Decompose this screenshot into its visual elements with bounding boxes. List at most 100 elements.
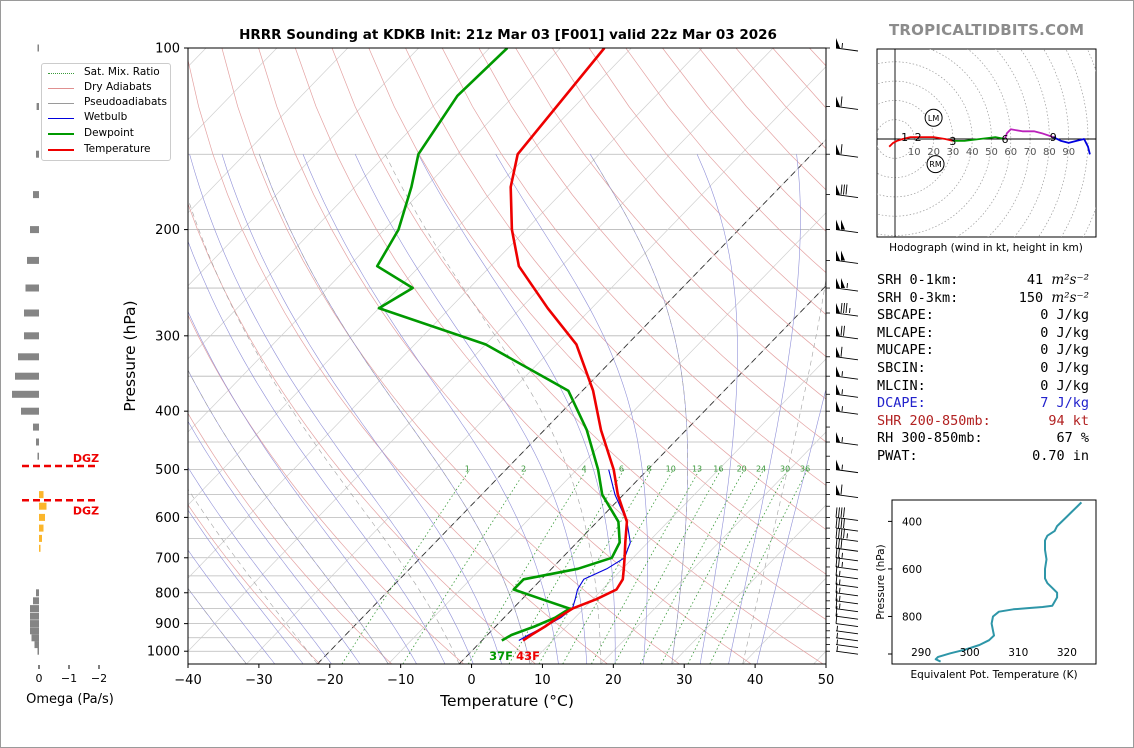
- barb-shaft: [835, 312, 859, 317]
- skewt-legend: Sat. Mix. Ratio Dry Adiabats Pseudoadiab…: [41, 63, 171, 161]
- moist-adiabat: [221, 154, 502, 664]
- pseudoadiabat: [188, 488, 318, 664]
- isotherm: [188, 48, 703, 579]
- theta-e-y-tick-label: 400: [902, 516, 922, 528]
- legend-label: Wetbulb: [84, 111, 128, 123]
- barb-shaft: [835, 106, 859, 110]
- wind-barb: [835, 278, 859, 292]
- dewpoint-line: [375, 48, 621, 642]
- hodograph-height-label: 2: [915, 131, 922, 144]
- wind-barb: [835, 625, 859, 635]
- omega-bar: [39, 544, 41, 552]
- hodograph-ring-label: 60: [1004, 147, 1017, 158]
- mixing-ratio-label: 16: [713, 465, 723, 474]
- legend-label: Sat. Mix. Ratio: [84, 66, 160, 78]
- barb-half-flag: [849, 307, 851, 314]
- dry-adiabat: [188, 203, 536, 664]
- wind-barb: [835, 250, 859, 264]
- hodograph-ring-label: 70: [1024, 147, 1037, 158]
- barb-flag: [835, 528, 838, 539]
- y-tick-label: 300: [155, 329, 180, 344]
- y-tick-label: 800: [155, 586, 180, 601]
- omega-bar: [39, 534, 42, 542]
- skewt-background-lines: 1 2 4 6 8 10 13 16 20 24 30 36: [188, 48, 826, 664]
- omega-tick-label: −2: [91, 672, 107, 685]
- barb-pennant: [836, 484, 840, 495]
- legend-label: Dewpoint: [84, 127, 134, 139]
- y-tick-label: 900: [155, 617, 180, 632]
- barb-flag: [843, 518, 845, 529]
- x-tick-label: −10: [387, 673, 414, 688]
- wind-barb: [835, 366, 859, 380]
- barb-pennant: [836, 384, 840, 395]
- omega-bar: [39, 502, 47, 510]
- isotherm: [600, 431, 826, 664]
- wind-barbs: [835, 38, 859, 655]
- isotherm: [671, 504, 826, 664]
- barb-half-flag: [841, 436, 843, 443]
- hodograph-ring-label: 50: [985, 147, 998, 158]
- barb-flag: [835, 538, 838, 549]
- moist-adiabat: [188, 587, 247, 664]
- barb-shaft: [835, 441, 859, 446]
- barb-shaft: [835, 637, 859, 642]
- barb-shaft: [835, 287, 859, 292]
- legend-item: Dry Adiabats: [48, 81, 168, 97]
- omega-tick-label: 0: [36, 672, 43, 685]
- barb-flag: [838, 507, 840, 518]
- x-tick-label: −30: [245, 673, 272, 688]
- mixing-ratio-label: 4: [581, 465, 586, 474]
- mixing-ratio-label: 13: [692, 465, 702, 474]
- barb-shaft: [835, 375, 859, 380]
- barb-flag: [835, 547, 838, 558]
- barb-shaft: [835, 608, 859, 613]
- omega-bar: [33, 423, 39, 431]
- omega-xlabel: Omega (Pa/s): [26, 692, 114, 707]
- x-tick-label: 20: [605, 673, 622, 688]
- hodograph-trace: [952, 136, 1006, 142]
- omega-bar: [21, 407, 39, 415]
- barb-flag: [840, 518, 843, 529]
- barb-flag: [840, 325, 843, 336]
- hodograph-trace: [888, 136, 954, 148]
- wind-barb: [835, 384, 859, 398]
- omega-bar: [24, 332, 39, 340]
- mixing-ratio-line: [341, 469, 471, 664]
- theta-e-frame: [891, 499, 1097, 665]
- barb-flag: [843, 184, 845, 195]
- skewt-profiles: [375, 48, 631, 642]
- omega-bar: [25, 284, 39, 292]
- moist-adiabat: [259, 154, 531, 664]
- barb-flag: [840, 302, 843, 314]
- hodograph-ring-label: 40: [966, 147, 979, 158]
- barb-shaft: [835, 583, 859, 588]
- barb-half-flag: [839, 570, 841, 576]
- pseudoadiabat: [742, 277, 826, 664]
- dry-adiabat: [441, 48, 826, 486]
- dry-adiabat: [188, 504, 321, 664]
- dgz-label: DGZ: [73, 504, 99, 517]
- y-tick-label: 600: [155, 511, 180, 526]
- barb-pennant: [836, 366, 840, 377]
- hodograph-trace: [1052, 136, 1091, 155]
- wind-barb: [835, 632, 859, 642]
- omega-bar: [36, 103, 39, 110]
- legend-item: Wetbulb: [48, 111, 168, 127]
- y-tick-label: 500: [155, 463, 180, 478]
- hodograph-frame: [876, 48, 1097, 238]
- moist-adiabat: [189, 154, 474, 664]
- omega-bar: [15, 372, 39, 380]
- barb-pennant: [836, 303, 840, 314]
- wind-barb: [835, 38, 859, 52]
- storm-motion-label: LM: [928, 114, 939, 123]
- pseudoadiabat: [589, 154, 689, 664]
- dry-adiabat: [552, 48, 826, 358]
- freezing-isotherm: [458, 285, 826, 664]
- omega-bar: [33, 597, 39, 605]
- isotherm-minus20: [317, 139, 826, 664]
- legend-label: Temperature: [84, 143, 151, 155]
- skewt-xlabel: Temperature (°C): [439, 692, 574, 710]
- barb-shaft: [835, 47, 859, 52]
- wind-barb: [835, 459, 859, 474]
